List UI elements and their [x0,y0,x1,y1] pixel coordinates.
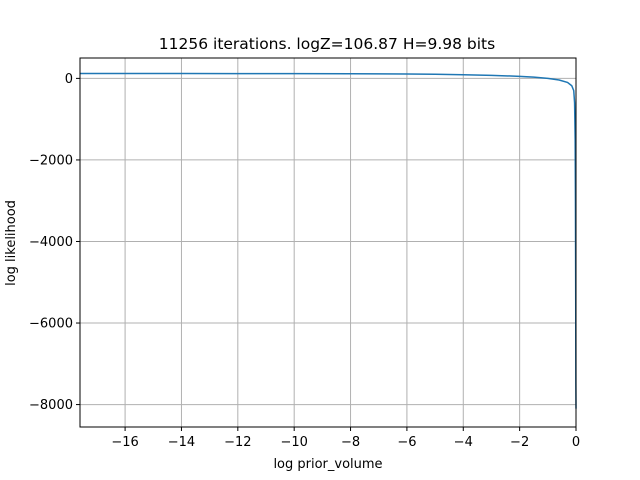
y-tick-label: −6000 [29,317,73,332]
x-tick-label: −16 [111,435,138,450]
x-axis-label: log prior_volume [273,457,382,472]
x-axis: −16 −14 −12 −10 −8 −6 −4 −2 0 [111,427,580,450]
y-tick-label: −4000 [29,235,73,250]
x-tick-label: −2 [510,435,529,450]
x-tick-label: −8 [341,435,360,450]
x-tick-label: −12 [224,435,251,450]
y-tick-label: 0 [65,72,73,87]
x-tick-label: −4 [454,435,473,450]
x-tick-label: −10 [280,435,307,450]
x-tick-label: −6 [397,435,416,450]
x-tick-label: −14 [168,435,195,450]
plot-frame [79,57,577,428]
series-layer [80,72,577,409]
y-axis-label: log likelihood [4,200,19,286]
y-tick-label: −2000 [29,153,73,168]
series-line [80,72,577,409]
chart-title: 11256 iterations. logZ=106.87 H=9.98 bit… [159,35,495,53]
grid-layer [80,58,577,427]
y-axis: 0 −2000 −4000 −6000 −8000 [29,72,80,413]
x-tick-label: 0 [572,435,580,450]
y-tick-label: −8000 [29,398,73,413]
